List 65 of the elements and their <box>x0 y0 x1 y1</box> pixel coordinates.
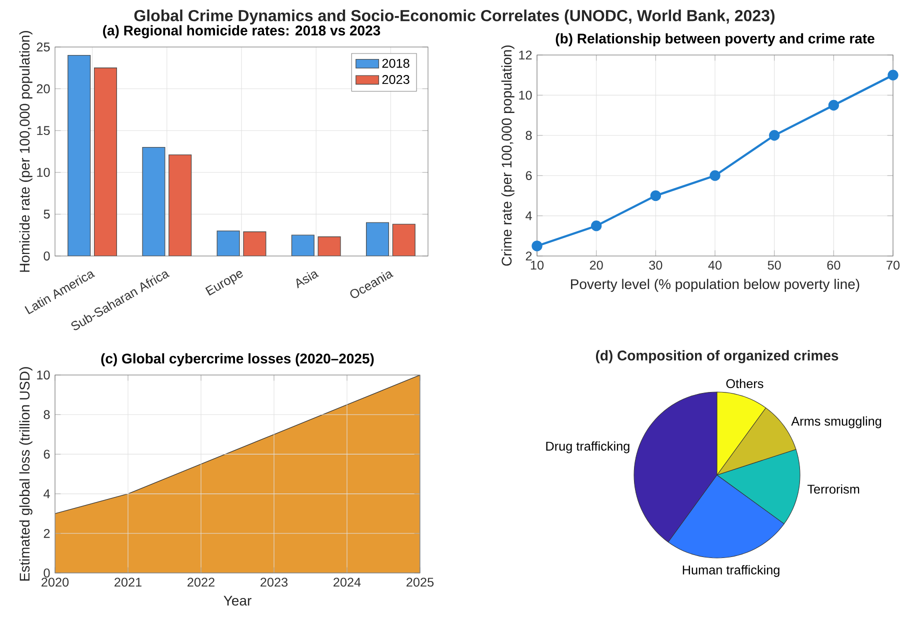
bar <box>168 154 192 256</box>
x-tick-label: 70 <box>886 260 900 270</box>
y-tick-label: 12 <box>519 50 532 60</box>
y-axis-title: Crime rate (per 100,000 population) <box>501 46 514 266</box>
bar <box>68 55 91 256</box>
y-tick-label: 4 <box>526 211 532 220</box>
chart-title: (b) Relationship between poverty and crime rate <box>556 33 874 46</box>
y-tick-label: 8 <box>44 410 50 420</box>
y-tick-label: 0 <box>44 252 50 260</box>
bar <box>318 236 341 256</box>
x-tick-label: 2022 <box>188 578 214 587</box>
point <box>888 70 898 80</box>
y-tick-label: 6 <box>44 450 50 459</box>
point <box>591 220 602 232</box>
x-tick-label: 2023 <box>260 578 288 587</box>
x-tick-label: 2025 <box>406 578 434 587</box>
y-tick-label: 10 <box>37 370 50 380</box>
point <box>710 170 720 181</box>
x-tick-label: 40 <box>708 260 722 270</box>
bar <box>142 146 166 256</box>
x-tick-label: 50 <box>768 260 781 270</box>
y-tick-label: 10 <box>519 90 532 100</box>
x-tick-label: 30 <box>649 260 662 270</box>
text: Global Crime Dynamics and Socio-Economic Correlates (UNODC, World Bank, 2023) <box>134 10 775 24</box>
y-tick-label: 10 <box>37 168 50 177</box>
bar <box>94 68 118 256</box>
x-axis-title: Year <box>224 596 252 606</box>
bar <box>392 224 416 256</box>
point <box>532 240 542 252</box>
chart-title: (d) Composition of organized crimes <box>596 350 838 364</box>
legend-label: 2018 <box>382 58 410 68</box>
bar <box>243 231 266 256</box>
y-tick-label: 25 <box>36 42 50 52</box>
x-tick-label: 2021 <box>114 578 142 587</box>
x-tick-label: 60 <box>827 260 840 270</box>
y-axis-title: Estimated global loss (trillion USD) <box>19 367 32 581</box>
legend-label: 2023 <box>382 75 410 84</box>
y-tick-label: 2 <box>526 252 532 260</box>
y-tick-label: 6 <box>526 171 532 180</box>
y-tick-label: 15 <box>37 126 50 136</box>
bar <box>366 222 390 256</box>
x-tick-label: 2024 <box>334 578 361 587</box>
slice-label: Human trafficking <box>682 565 780 577</box>
slice-label: Terrorism <box>807 484 860 494</box>
y-tick-label: 2 <box>44 528 50 538</box>
y-tick-label: 8 <box>526 130 532 140</box>
y-tick-label: 4 <box>44 489 50 498</box>
bar <box>291 234 314 256</box>
point <box>650 190 662 202</box>
chart-title: (a) Regional homicide rates: 2018 vs 2023 <box>103 25 380 38</box>
x-axis-title: Poverty level (% population below poverty line) <box>571 278 860 292</box>
slice-label: Arms smuggling <box>791 416 882 428</box>
y-tick-label: 20 <box>36 84 50 94</box>
y-axis-title: Homicide rate (per 100,000 population) <box>19 31 32 272</box>
bar <box>216 230 240 256</box>
y-tick-label: 0 <box>44 568 50 578</box>
slice-label: Drug trafficking <box>546 441 630 454</box>
chart-title: (c) Global cybercrime losses (2020–2025) <box>101 353 374 366</box>
x-tick-label: 20 <box>590 260 603 270</box>
point <box>769 130 780 141</box>
y-tick-label: 5 <box>44 210 50 219</box>
x-tick-label: Asia <box>296 271 319 288</box>
slice-label: Others <box>726 378 764 388</box>
point <box>828 100 840 111</box>
x-tick-label: 2020 <box>42 578 69 587</box>
